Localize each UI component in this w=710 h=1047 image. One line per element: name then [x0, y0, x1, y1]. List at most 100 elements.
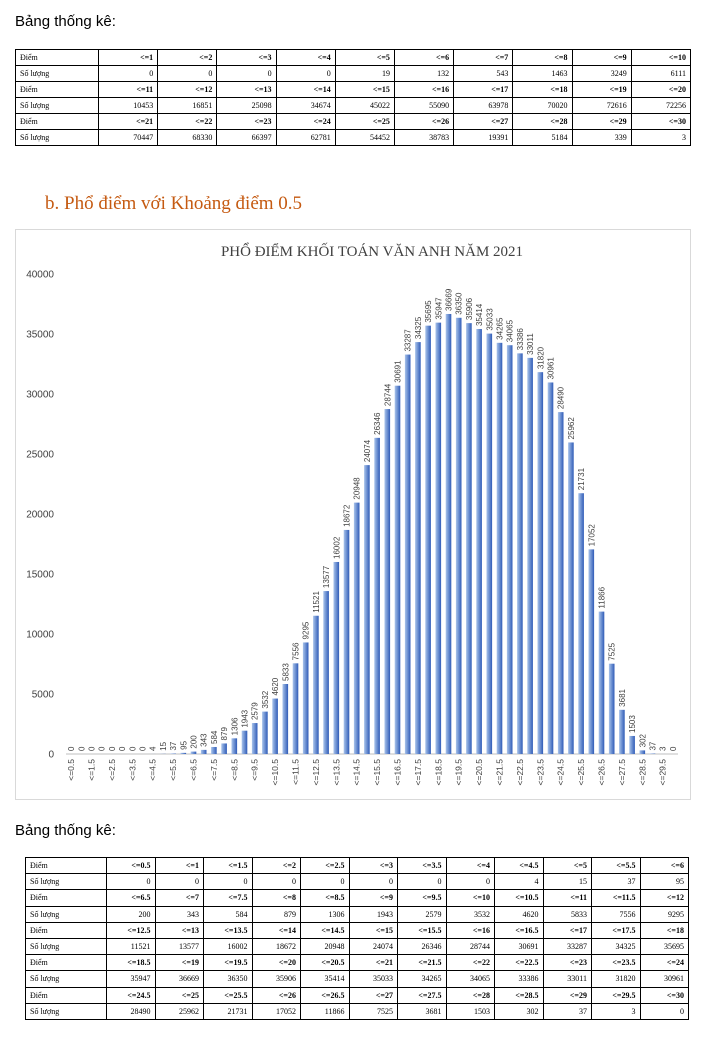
x-tick-label: <=11.5 — [291, 759, 301, 785]
count-cell: 0 — [397, 873, 447, 891]
data-label: 35695 — [424, 300, 433, 323]
count-cell: 35414 — [300, 970, 350, 988]
data-label: 343 — [200, 733, 209, 747]
bar — [639, 750, 646, 754]
score-cell: <=20 — [630, 81, 692, 98]
bar — [211, 746, 217, 754]
score-cell: <=26 — [393, 113, 455, 130]
count-cell: 543 — [453, 65, 514, 82]
count-cell: 36669 — [154, 970, 204, 988]
bar — [272, 698, 278, 754]
row-label-score: Điểm — [15, 81, 99, 98]
score-cell: <=18.5 — [106, 954, 156, 972]
count-cell: 72256 — [630, 97, 692, 114]
bar — [353, 502, 360, 754]
score-cell: <=24 — [275, 113, 336, 130]
score-cell: <=23 — [542, 954, 592, 972]
bar — [251, 723, 258, 754]
data-label: 31820 — [536, 346, 545, 369]
score-cell: <=4 — [445, 856, 495, 875]
score-cell: <=7.5 — [203, 889, 253, 907]
bar — [384, 409, 391, 754]
score-cell: <=28.5 — [494, 986, 544, 1004]
x-tick-label: <=3.5 — [127, 759, 137, 781]
data-label: 0 — [669, 746, 678, 751]
x-tick-label: <=15.5 — [372, 759, 382, 786]
score-cell: <=12.5 — [106, 921, 156, 939]
count-cell: 302 — [494, 1002, 544, 1020]
section-title: b. Phổ điểm với Khoảng điểm 0.5 — [45, 193, 303, 214]
score-cell: <=19 — [571, 81, 632, 98]
score-cell: <=4 — [275, 49, 336, 66]
score-cell: <=27 — [453, 113, 514, 130]
row-label-score: Điểm — [25, 921, 107, 939]
data-label: 879 — [220, 727, 229, 741]
score-cell: <=22 — [157, 113, 218, 130]
score-table-half-pt: Điểm <=0.5 <=1 <=1.5 <=2 <=2.5 <=3 <=3.5 <=4 <=4.… — [25, 856, 689, 1020]
bar — [323, 591, 329, 754]
data-label: 35414 — [475, 303, 484, 326]
bar — [374, 437, 380, 754]
count-cell: 0 — [251, 873, 301, 891]
score-cell: <=12 — [157, 81, 218, 98]
data-label: 1943 — [241, 709, 250, 727]
count-cell: 0 — [445, 873, 495, 891]
count-cell: 72616 — [571, 97, 632, 114]
data-label: 0 — [128, 746, 137, 751]
score-cell: <=20 — [251, 954, 301, 972]
data-label: 35033 — [485, 308, 494, 331]
data-label: 9295 — [302, 621, 311, 639]
score-cell: <=13 — [216, 81, 277, 98]
count-cell: 34674 — [275, 97, 336, 114]
bar — [282, 684, 289, 754]
data-label: 0 — [98, 746, 107, 751]
y-tick-label: 10000 — [26, 630, 54, 641]
count-cell: 70447 — [97, 129, 159, 146]
score-cell: <=5 — [334, 49, 395, 66]
count-cell: 33386 — [494, 970, 544, 988]
count-cell: 37 — [542, 1002, 592, 1020]
count-cell: 68330 — [157, 129, 218, 146]
row-label-count: Số lượng — [25, 970, 107, 988]
count-cell: 63978 — [453, 97, 514, 114]
score-cell: <=24 — [639, 954, 689, 972]
score-cell: <=19 — [154, 954, 204, 972]
x-tick-label: <=10.5 — [270, 759, 280, 786]
x-tick-label: <=5.5 — [168, 759, 178, 781]
x-tick-label: <=21.5 — [495, 759, 505, 786]
score-cell: <=30 — [639, 986, 689, 1004]
x-tick-label: <=2.5 — [107, 759, 117, 781]
count-cell: 25962 — [154, 1002, 204, 1020]
bar — [364, 465, 370, 754]
x-tick-label: <=16.5 — [393, 759, 403, 786]
row-label-count: Số lượng — [25, 905, 107, 923]
bar — [578, 493, 584, 754]
bar — [455, 317, 462, 754]
bar — [404, 354, 411, 754]
score-cell: <=7 — [453, 49, 514, 66]
data-label: 1306 — [230, 717, 239, 735]
y-tick-label: 35000 — [26, 330, 54, 341]
bar — [619, 709, 625, 754]
count-cell: 62781 — [275, 129, 336, 146]
data-label: 2579 — [251, 702, 260, 720]
count-cell: 19391 — [453, 129, 514, 146]
bar — [231, 738, 238, 754]
count-cell: 26346 — [397, 937, 447, 956]
score-cell: <=7 — [154, 889, 204, 907]
score-cell: <=14 — [251, 921, 301, 939]
bar — [568, 442, 574, 754]
score-cell: <=22 — [445, 954, 495, 972]
count-cell: 0 — [275, 65, 336, 82]
count-cell: 339 — [571, 129, 632, 146]
x-tick-label: <=13.5 — [331, 759, 341, 786]
row-label-score: Điểm — [25, 986, 107, 1004]
count-cell: 34065 — [445, 970, 495, 988]
count-row: Số lượng 10453 16851 25098 34674 45022 55090 63… — [15, 97, 692, 114]
data-label: 0 — [88, 746, 97, 751]
row-label-score: Điểm — [25, 856, 107, 875]
count-row: Số lượng 70447 68330 66397 62781 54452 38783 19… — [15, 129, 692, 146]
data-label: 16002 — [332, 536, 341, 559]
data-label: 7525 — [608, 642, 617, 660]
bar — [547, 382, 554, 754]
